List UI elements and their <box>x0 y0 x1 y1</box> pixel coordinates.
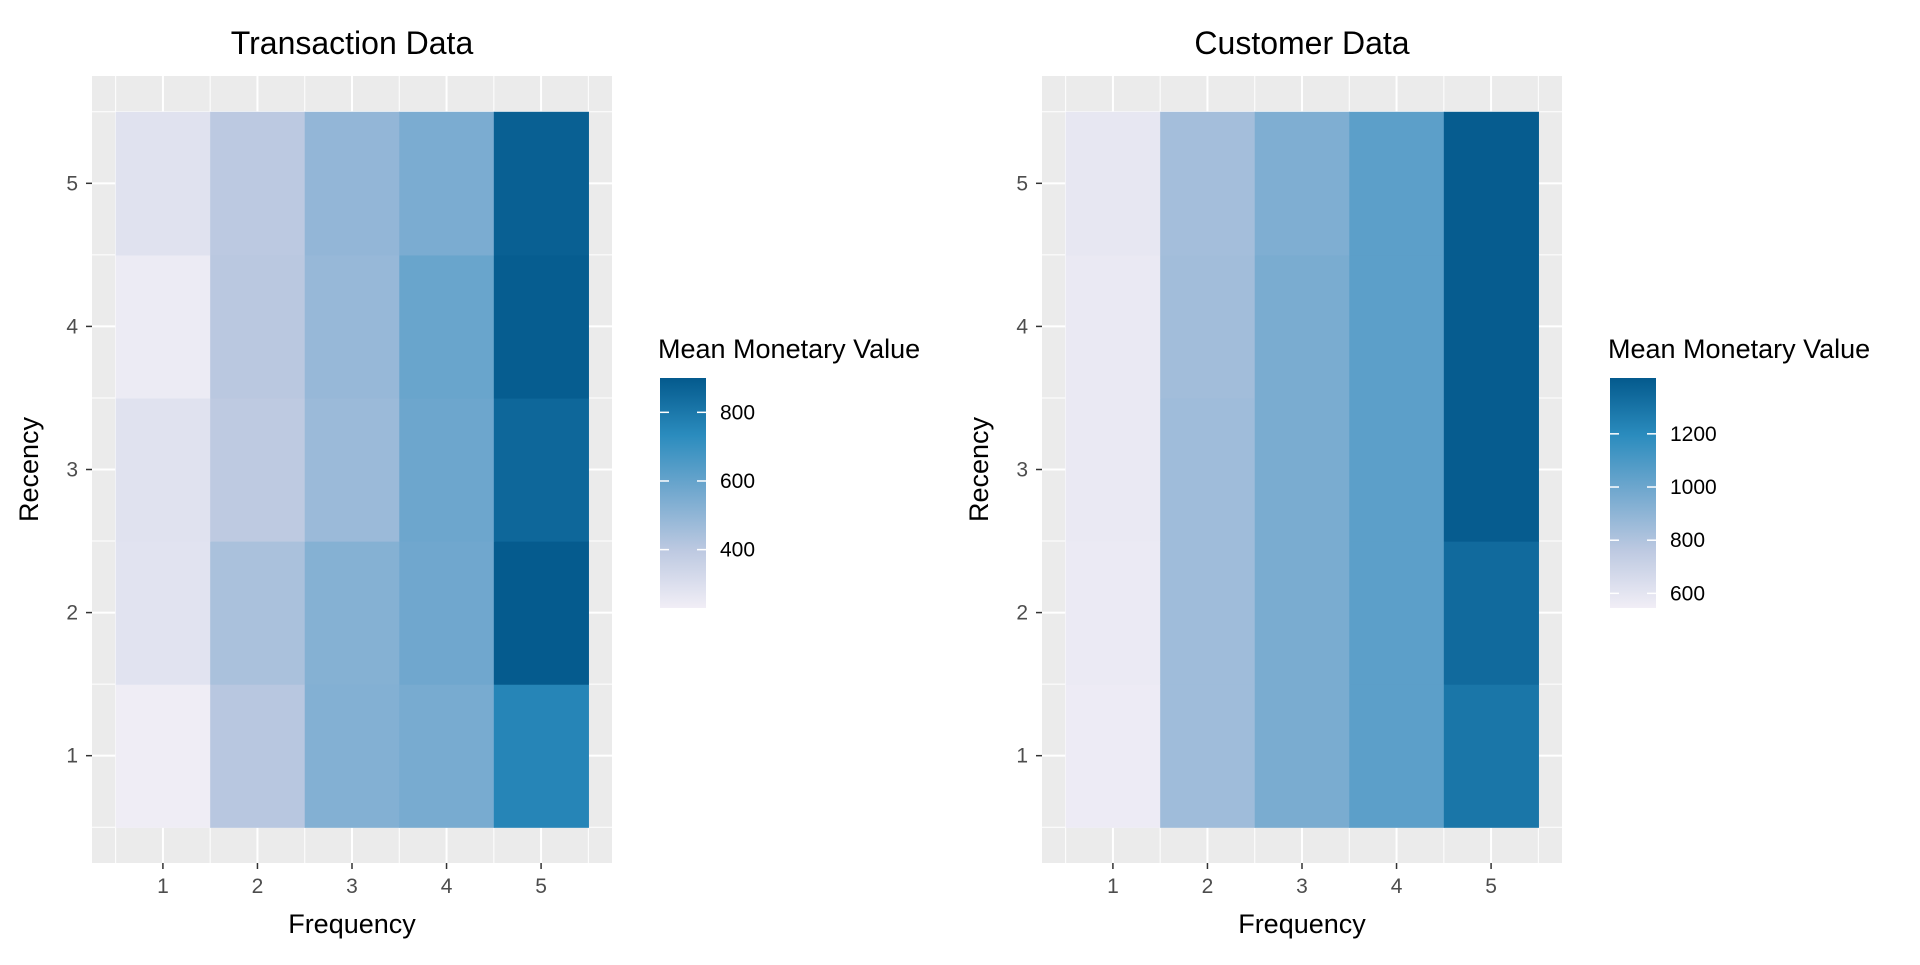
x-tick-label: 2 <box>1202 875 1214 898</box>
heatmap-tile <box>115 541 211 685</box>
heatmap-tile <box>1349 541 1445 685</box>
heatmap-tile <box>399 254 495 399</box>
y-axis-title: Recency <box>14 416 44 522</box>
legend-title: Mean Monetary Value <box>658 334 920 364</box>
heatmap-tile <box>210 684 306 828</box>
heatmap-tile <box>1254 541 1350 685</box>
heatmap-tile <box>1349 254 1445 399</box>
heatmap-tile <box>1443 397 1539 542</box>
y-tick-label: 5 <box>66 172 78 195</box>
x-tick-label: 3 <box>1296 875 1308 898</box>
heatmap-tile <box>115 397 211 542</box>
legend-title: Mean Monetary Value <box>1608 334 1870 364</box>
legend-tick-label: 400 <box>720 539 755 562</box>
legend-colorbar <box>660 378 706 608</box>
heatmap-tile <box>493 541 589 685</box>
heatmap-tile <box>1065 397 1161 542</box>
heatmap-tile <box>493 254 589 399</box>
heatmap-tile <box>304 684 400 828</box>
heatmap-tile <box>115 684 211 828</box>
heatmap-tile <box>1065 684 1161 828</box>
legend-tick-label: 800 <box>720 401 755 424</box>
heatmap-tile <box>1349 684 1445 828</box>
y-tick-label: 4 <box>1016 315 1028 338</box>
heatmap-tile <box>210 111 306 256</box>
legend-tick-label: 600 <box>1670 582 1705 605</box>
legend-colorbar <box>1610 378 1656 608</box>
heatmap-tile <box>399 541 495 685</box>
x-axis-title: Frequency <box>288 909 416 939</box>
x-tick-label: 4 <box>441 875 453 898</box>
heatmap-tile <box>493 684 589 828</box>
x-tick-label: 3 <box>346 875 358 898</box>
heatmap-tile <box>1065 254 1161 399</box>
x-tick-label: 1 <box>157 875 169 898</box>
heatmap-tile <box>210 541 306 685</box>
heatmap-tile <box>1254 111 1350 256</box>
heatmap-tile <box>1160 541 1256 685</box>
heatmap-tile <box>115 111 211 256</box>
heatmap-tile <box>304 397 400 542</box>
heatmap-tile <box>115 254 211 399</box>
transaction-heatmap: 1 2 3 4 5 1 2 3 4 5 Transaction Data Frequency Re… <box>14 25 920 939</box>
legend-tick-label: 1200 <box>1670 423 1717 446</box>
heatmap-tile <box>304 254 400 399</box>
y-axis-title: Recency <box>964 416 994 522</box>
heatmap-tile <box>1349 397 1445 542</box>
heatmap-tile <box>1254 684 1350 828</box>
heatmap-tile <box>399 111 495 256</box>
x-tick-label: 5 <box>1485 875 1497 898</box>
customer-heatmap: 1 2 3 4 5 1 2 3 4 5 Customer Data Frequency Recen… <box>964 25 1870 939</box>
legend-tick-label: 800 <box>1670 529 1705 552</box>
y-tick-label: 2 <box>1016 602 1028 625</box>
x-tick-label: 4 <box>1391 875 1403 898</box>
heatmap-tile <box>1443 684 1539 828</box>
heatmap-tile <box>1160 684 1256 828</box>
x-tick-label: 2 <box>252 875 264 898</box>
y-tick-label: 1 <box>1016 745 1028 768</box>
heatmap-tile <box>1065 111 1161 256</box>
heatmap-tile <box>493 397 589 542</box>
x-axis-title: Frequency <box>1238 909 1366 939</box>
legend-tick-label: 600 <box>720 470 755 493</box>
heatmap-tile <box>1160 397 1256 542</box>
y-tick-label: 3 <box>1016 459 1028 482</box>
heatmap-tile <box>210 397 306 542</box>
x-tick-label: 1 <box>1107 875 1119 898</box>
y-tick-label: 2 <box>66 602 78 625</box>
chart-title: Transaction Data <box>231 25 474 61</box>
heatmap-tile <box>1443 541 1539 685</box>
heatmap-tile <box>493 111 589 256</box>
heatmap-tile <box>1160 254 1256 399</box>
heatmap-tile <box>1443 111 1539 256</box>
heatmap-tile <box>304 111 400 256</box>
heatmap-tile <box>304 541 400 685</box>
y-tick-label: 1 <box>66 745 78 768</box>
heatmap-tile <box>1349 111 1445 256</box>
legend-tick-label: 1000 <box>1670 476 1717 499</box>
y-tick-label: 4 <box>66 315 78 338</box>
heatmap-tile <box>1254 254 1350 399</box>
heatmap-tile <box>1065 541 1161 685</box>
chart-title: Customer Data <box>1194 25 1409 61</box>
x-tick-label: 5 <box>535 875 547 898</box>
heatmap-tile <box>1443 254 1539 399</box>
y-tick-label: 5 <box>1016 172 1028 195</box>
y-tick-label: 3 <box>66 459 78 482</box>
heatmap-tile <box>1160 111 1256 256</box>
heatmap-tile <box>210 254 306 399</box>
heatmap-tile <box>399 684 495 828</box>
heatmap-tile <box>1254 397 1350 542</box>
heatmap-tile <box>399 397 495 542</box>
